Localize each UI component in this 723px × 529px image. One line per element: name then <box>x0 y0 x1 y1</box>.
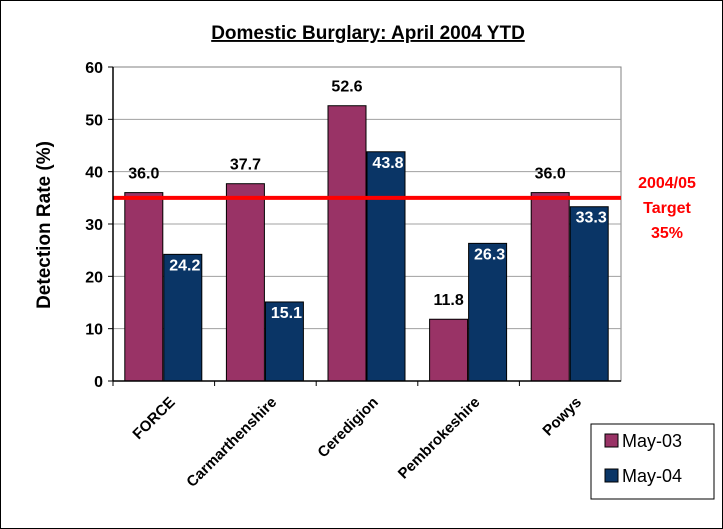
bar-may-03-carmarthenshire <box>225 183 265 382</box>
bar-may-04-force <box>163 253 203 382</box>
data-labels: 36.0 24.2 37.7 15.1 52.6 43.8 11.8 26.3 36.0 33.3 <box>128 79 607 322</box>
data-label-may-03: 37.7 <box>230 157 261 174</box>
data-label-may-04: 33.3 <box>576 210 607 227</box>
data-label-may-04: 15.1 <box>271 305 302 322</box>
data-label-may-04: 26.3 <box>474 246 505 263</box>
legend-swatch-may-03 <box>604 433 619 448</box>
legend: May-03 May-04 <box>590 423 715 500</box>
bar-may-03-force <box>124 192 164 382</box>
y-tick-label: 20 <box>85 269 103 286</box>
legend-swatch-may-04 <box>604 468 619 483</box>
bar-may-03-pembrokeshire <box>429 318 469 382</box>
y-axis-ticks: 0 10 20 30 40 50 60 <box>85 60 621 391</box>
data-label-may-04: 24.2 <box>169 257 200 274</box>
y-tick-label: 40 <box>85 165 103 182</box>
y-tick-label: 30 <box>85 217 103 234</box>
legend-label-may-04: May-04 <box>622 466 682 486</box>
bar-may-04-ceredigion <box>366 151 406 382</box>
bar-may-04-carmarthenshire <box>264 301 304 382</box>
bar-may-03-powys <box>530 192 570 382</box>
data-label-may-03: 52.6 <box>331 79 362 96</box>
target-label-line-3: 35% <box>651 225 683 242</box>
chart-title: Domestic Burglary: April 2004 YTD <box>211 23 525 44</box>
data-label-may-03: 36.0 <box>128 166 159 183</box>
legend-label-may-03: May-03 <box>622 431 682 451</box>
y-tick-label: 50 <box>85 112 103 129</box>
bar-may-04-pembrokeshire <box>468 242 508 382</box>
data-label-may-03: 36.0 <box>535 166 566 183</box>
bar-may-03-ceredigion <box>327 105 367 382</box>
target-label-line-1: 2004/05 <box>638 175 696 192</box>
target-label-line-2: Target <box>643 200 691 217</box>
bars <box>124 105 609 382</box>
data-label-may-03: 11.8 <box>433 292 463 309</box>
target-annotation: 2004/05 Target 35% <box>638 175 696 242</box>
y-tick-label: 0 <box>94 374 103 391</box>
y-tick-label: 60 <box>85 60 103 77</box>
data-label-may-04: 43.8 <box>372 155 403 172</box>
y-tick-label: 10 <box>85 322 103 339</box>
bar-may-04-powys <box>569 206 609 382</box>
y-axis-label: Detection Rate (%) <box>34 141 55 309</box>
